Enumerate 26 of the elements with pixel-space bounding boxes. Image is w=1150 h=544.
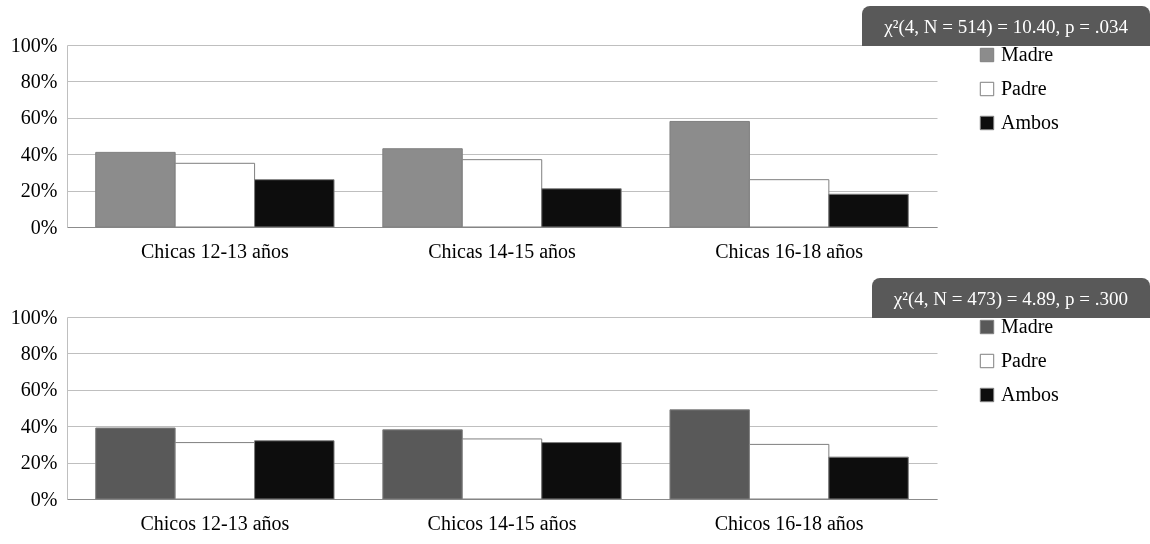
y-tick-label: 40% [20,142,58,165]
legend-label: Ambos [1001,383,1059,405]
y-tick-label: 60% [20,378,58,401]
x-tick-label: Chicos 12-13 años [140,511,290,534]
y-tick-label: 20% [20,451,58,474]
legend-label: Ambos [1001,111,1059,133]
text: χ²(4, N = 473) = 4.89, p = .300 [893,288,1128,309]
legend-label: Padre [1001,77,1047,99]
x-tick-label: Chicos 14-15 años [427,511,577,534]
x-tick-label: Chicas 16-18 años [715,239,864,262]
y-tick-label: 0% [30,215,58,238]
legend-label: Padre [1001,349,1047,371]
legend-label: Madre [1001,315,1054,337]
y-tick-label: 100% [10,33,58,56]
y-tick-label: 20% [20,179,58,202]
y-tick-label: 80% [20,69,58,92]
y-tick-label: 40% [20,414,58,437]
x-tick-label: Chicas 12-13 años [140,239,289,262]
legend-label: Madre [1001,43,1054,65]
x-tick-label: Chicos 16-18 años [714,511,864,534]
y-tick-label: 100% [10,305,58,328]
x-tick-label: Chicas 14-15 años [428,239,577,262]
y-tick-label: 0% [30,487,58,510]
y-tick-label: 80% [20,341,58,364]
text: χ²(4, N = 514) = 10.40, p = .034 [884,16,1128,37]
y-tick-label: 60% [20,106,58,129]
